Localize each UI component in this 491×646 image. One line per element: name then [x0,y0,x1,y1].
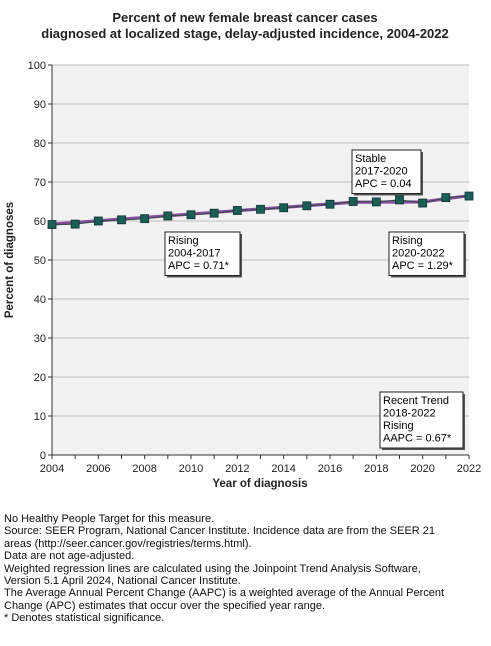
annotation-line: 2020-2022 [392,248,445,260]
footnote-line: The Average Annual Percent Change (AAPC)… [4,587,445,600]
annotation-box [351,149,422,194]
data-point [302,201,312,211]
footnote-line: Change (APC) estimates that occur over t… [4,599,325,612]
footnote-line: * Denotes statistical significance. [4,612,165,625]
y-axis-title: Percent of diagnoses [4,202,16,318]
footnote-line: Data are not age-adjusted. [4,550,135,563]
data-point [279,203,289,213]
footnote-line: Version 5.1 April 2024, National Cancer … [4,575,241,588]
x-tick-label: 2018 [364,463,388,475]
data-point [348,197,358,206]
y-tick-label: 70 [34,177,46,189]
annotation-line: 2017-2020 [355,166,408,178]
footnotes: No Healthy People Target for this measur… [4,513,488,625]
annotation-line: Rising [383,420,414,432]
x-tick-label: 2008 [132,463,156,475]
annotation-line: AAPC = 0.67* [383,433,452,445]
data-point [418,198,428,208]
annotation-line: APC = 0.71* [168,260,230,272]
chart-title-line-2: diagnosed at localized stage, delay-adju… [41,26,449,41]
annotation-line: 2004-2017 [168,248,221,260]
y-tick-label: 60 [34,216,46,228]
annotation-line: APC = 1.29* [392,260,454,272]
data-point [47,220,57,229]
x-tick-label: 2012 [225,463,249,475]
data-point [140,214,150,224]
annotation-line: 2018-2022 [383,408,436,420]
data-point [371,197,381,207]
x-tick-label: 2006 [86,463,110,475]
annotation-line: Rising [392,235,423,247]
data-point [209,208,219,218]
data-point [325,199,335,209]
x-tick-label: 2022 [457,463,481,475]
annotation-line: Recent Trend [383,395,449,407]
data-point [70,219,80,229]
y-tick-label: 80 [34,138,46,150]
y-tick-label: 90 [34,99,46,111]
axes: 0 10 20 30 40 50 60 70 80 90 100 2004 2006 2008 2010 20… [28,60,482,475]
annotation-box [388,231,465,276]
footnote-line: Source: SEER Program, National Cancer In… [4,525,436,538]
y-tick-label: 100 [28,60,46,72]
annotation-line: Rising [168,235,199,247]
annotation-line: APC = 0.04 [355,178,412,190]
annotation-box [164,231,241,276]
y-tick-label: 30 [34,333,46,345]
data-point [93,216,103,226]
y-tick-label: 20 [34,372,46,384]
footnote-line: areas (http://seer.cancer.gov/registries… [4,537,252,550]
data-point [186,210,196,220]
x-axis-title: Year of diagnosis [212,478,307,490]
y-tick-label: 0 [40,450,46,462]
y-tick-label: 10 [34,411,46,423]
annotation-box [379,391,464,449]
data-point [464,191,474,201]
data-point [395,195,404,205]
data-point [163,211,173,221]
data-point [232,206,242,215]
x-tick-label: 2020 [410,463,434,475]
y-tick-label: 50 [34,255,46,267]
data-series [47,191,474,229]
data-point [117,215,126,225]
x-tick-label: 2014 [271,463,295,475]
chart: Percent of new female breast cancer case… [4,10,482,490]
footnote-line: Weighted regression lines are calculated… [4,562,421,575]
data-point [256,204,265,214]
annotation-line: Stable [355,153,386,165]
data-point [441,193,451,203]
footnote-line: No Healthy People Target for this measur… [4,513,215,525]
chart-title-line-1: Percent of new female breast cancer case… [112,10,377,25]
x-tick-label: 2004 [40,463,64,475]
y-tick-label: 40 [34,294,46,306]
x-tick-label: 2016 [318,463,342,475]
x-tick-label: 2010 [179,463,203,475]
